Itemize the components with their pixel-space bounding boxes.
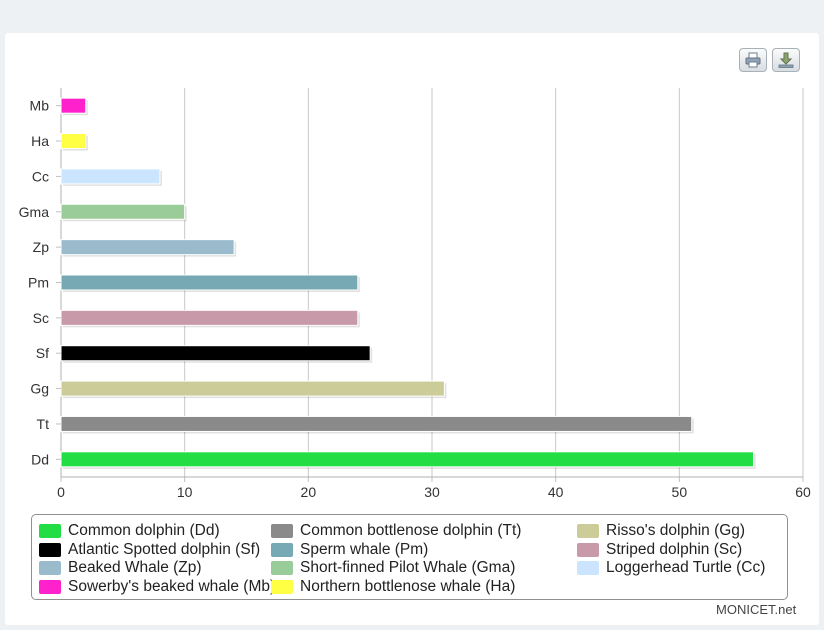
legend-swatch [271, 579, 293, 594]
credit-text: MONICET.net [716, 602, 797, 617]
legend-label: Northern bottlenose whale (Ha) [300, 577, 516, 595]
print-button[interactable] [739, 48, 767, 72]
x-tick-label: 10 [177, 484, 193, 500]
legend-label: Atlantic Spotted dolphin (Sf) [68, 540, 261, 558]
legend-label: Risso's dolphin (Gg) [606, 522, 746, 539]
bar-pm [60, 274, 359, 291]
printer-icon [745, 52, 761, 68]
legend-swatch [39, 542, 61, 557]
bar-gma [60, 203, 186, 220]
bar-cc [60, 168, 161, 185]
x-tick-label: 20 [301, 484, 317, 500]
y-tick-label: Cc [32, 168, 49, 184]
legend-swatch [271, 524, 293, 538]
bar-mb [60, 97, 87, 114]
legend-swatch [577, 542, 599, 557]
download-icon [778, 52, 794, 68]
bar-zp [60, 239, 235, 256]
y-tick-label: Gg [30, 381, 49, 397]
y-tick-label: Dd [31, 451, 49, 467]
legend-swatch [271, 561, 293, 575]
legend-swatch [39, 561, 61, 575]
legend-swatch [577, 524, 599, 538]
bar-ha [60, 133, 87, 150]
bar-gg [60, 380, 445, 397]
y-tick-label: Tt [37, 416, 50, 432]
y-tick-label: Mb [30, 98, 50, 114]
legend-label: Sperm whale (Pm) [300, 540, 429, 558]
y-tick-label: Pm [28, 275, 49, 291]
legend-label: Common bottlenose dolphin (Tt) [300, 522, 522, 539]
download-button[interactable] [772, 48, 800, 72]
chart-legend: Common dolphin (Dd) Common bottlenose dol… [31, 514, 788, 600]
bar-tt [60, 415, 693, 432]
legend-label: Loggerhead Turtle (Cc) [606, 559, 766, 576]
legend-label: Sowerby's beaked whale (Mb) [68, 577, 276, 595]
y-tick-label: Zp [33, 239, 50, 255]
bar-dd [60, 451, 755, 468]
legend-label: Common dolphin (Dd) [68, 522, 220, 539]
y-tick-label: Sc [33, 310, 49, 326]
legend-swatch [39, 579, 61, 594]
bar-sc [60, 309, 359, 326]
x-tick-label: 50 [672, 484, 688, 500]
x-tick-label: 0 [57, 484, 65, 500]
y-tick-label: Gma [19, 204, 50, 220]
bar-sf [60, 345, 371, 362]
legend-swatch [271, 542, 293, 557]
y-tick-label: Ha [31, 133, 49, 149]
x-tick-label: 40 [548, 484, 564, 500]
legend-label: Beaked Whale (Zp) [68, 559, 202, 576]
legend-label: Short-finned Pilot Whale (Gma) [300, 559, 516, 576]
legend-swatch [577, 561, 599, 575]
y-tick-label: Sf [36, 345, 49, 361]
legend-label: Striped dolphin (Sc) [606, 540, 743, 558]
x-tick-label: 60 [795, 484, 811, 500]
x-tick-label: 30 [424, 484, 440, 500]
legend-swatch [39, 524, 61, 538]
